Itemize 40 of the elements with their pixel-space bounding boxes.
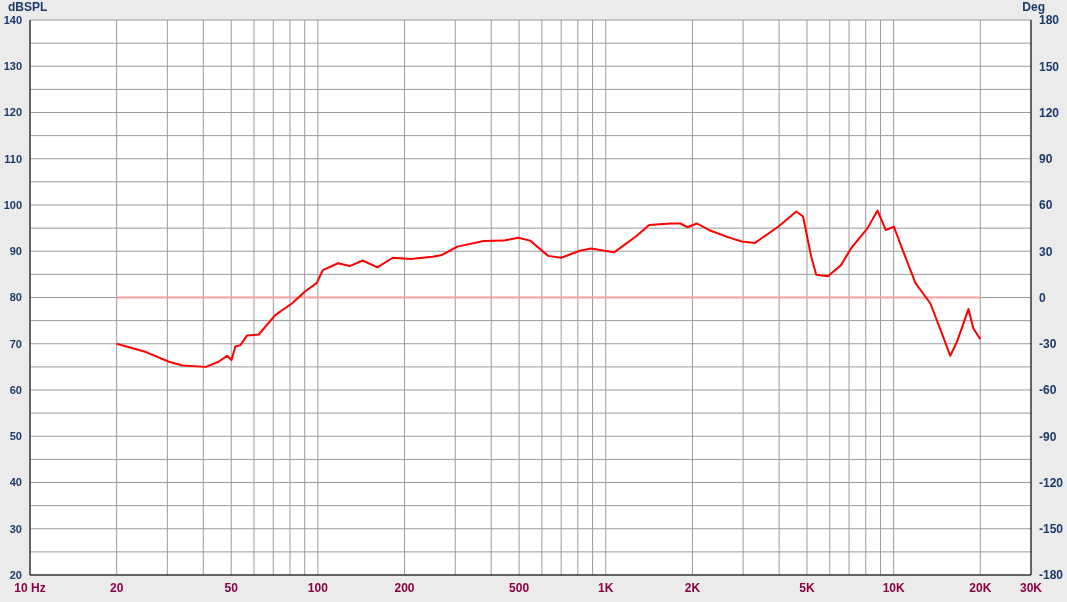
- y2-tick-label: 150: [1039, 59, 1060, 74]
- y-tick-label: 80: [9, 291, 22, 304]
- x-tick-label: 200: [394, 580, 415, 595]
- y-axis-title: dBSPL: [8, 0, 48, 14]
- x-tick-label: 100: [307, 580, 329, 595]
- x-tick-label: 30K: [1019, 580, 1043, 595]
- y2-tick-label: -150: [1039, 522, 1064, 537]
- y2-tick-label: 60: [1039, 198, 1053, 213]
- y-tick-label: 140: [3, 13, 22, 26]
- y2-tick-label: -90: [1039, 429, 1057, 444]
- y2-tick-label: -180: [1039, 568, 1064, 583]
- y2-tick-label: -120: [1039, 475, 1064, 490]
- y2-tick-label: 30: [1039, 244, 1053, 259]
- y2-tick-label: -30: [1039, 337, 1057, 352]
- y-tick-label: 70: [9, 337, 22, 350]
- x-tick-label: 2K: [684, 580, 701, 595]
- y2-tick-label: 180: [1039, 13, 1060, 28]
- y-tick-label: 40: [9, 476, 22, 489]
- x-tick-label: 20K: [969, 580, 992, 595]
- x-tick-label: 1K: [598, 580, 614, 595]
- y2-tick-label: 90: [1039, 152, 1053, 167]
- y-tick-label: 50: [9, 430, 22, 443]
- y-tick-label: 60: [9, 383, 22, 396]
- x-tick-label: 5K: [799, 580, 815, 595]
- x-tick-label: 500: [509, 580, 530, 595]
- x-tick-label: 10 Hz: [14, 580, 46, 595]
- y-tick-label: 120: [3, 106, 22, 119]
- y2-tick-label: 120: [1039, 105, 1060, 120]
- y2-tick-label: -60: [1039, 383, 1057, 398]
- y-tick-label: 20: [9, 568, 22, 581]
- y-tick-label: 100: [3, 198, 22, 211]
- x-tick-label: 20: [109, 580, 124, 595]
- y-tick-label: 30: [9, 522, 22, 535]
- y2-axis-title: Deg: [1022, 0, 1045, 14]
- y-tick-label: 130: [3, 60, 22, 73]
- y2-tick-label: 0: [1039, 290, 1046, 305]
- x-tick-label: 50: [224, 580, 239, 595]
- x-tick-label: 10K: [882, 580, 905, 595]
- y-tick-label: 110: [4, 152, 22, 165]
- y-tick-label: 90: [9, 245, 22, 258]
